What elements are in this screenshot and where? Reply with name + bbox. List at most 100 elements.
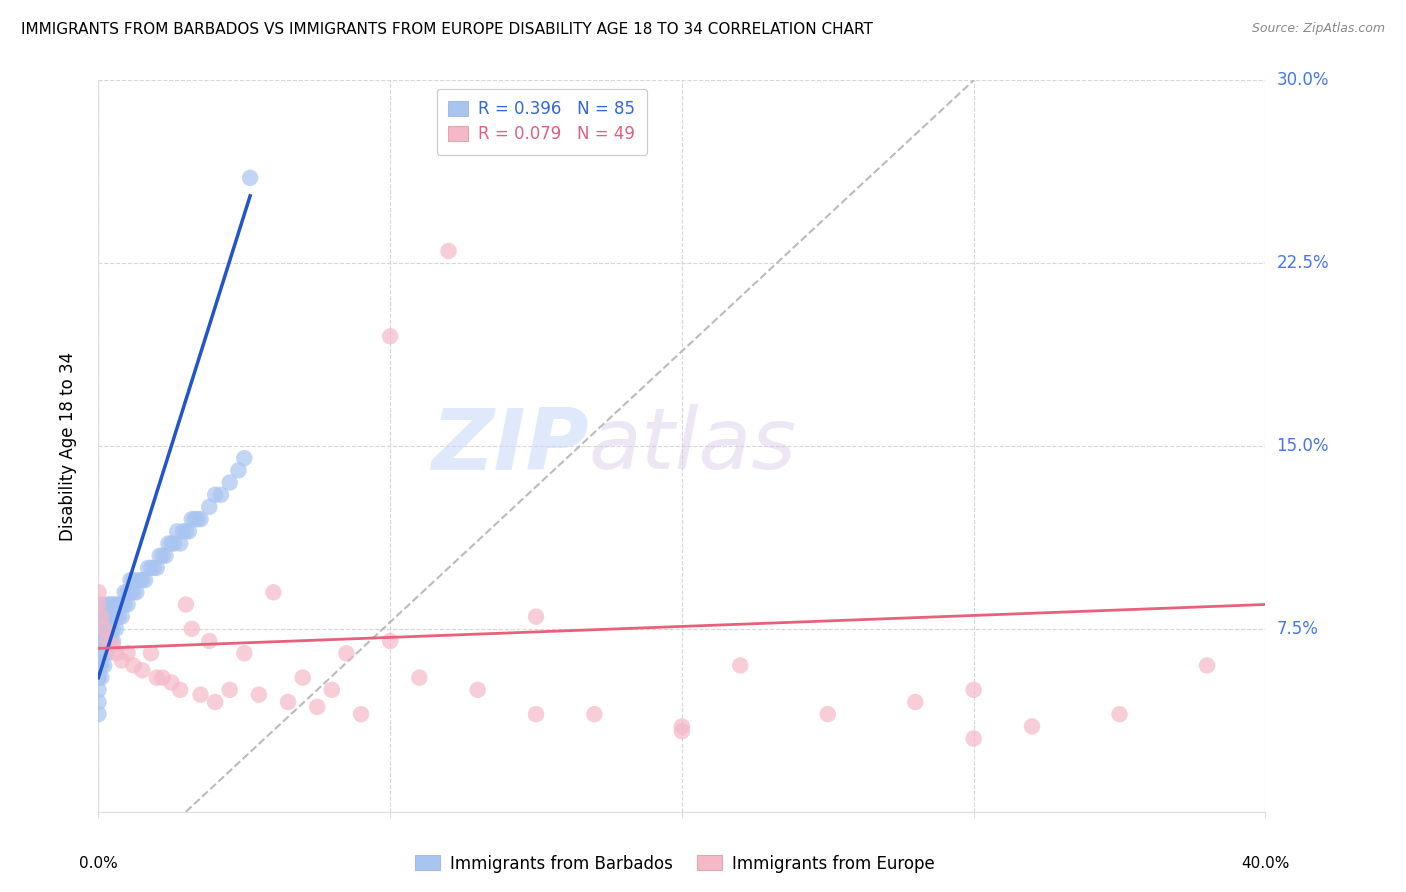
- Point: [239, 170, 262, 185]
- Point: [117, 585, 139, 599]
- Point: [96, 634, 118, 648]
- Legend: Immigrants from Barbados, Immigrants from Europe: Immigrants from Barbados, Immigrants fro…: [408, 848, 942, 880]
- Point: [190, 512, 212, 526]
- Point: [98, 598, 121, 612]
- Point: [1021, 719, 1043, 733]
- Point: [101, 634, 124, 648]
- Point: [233, 451, 256, 466]
- Point: [1195, 658, 1218, 673]
- Point: [467, 682, 489, 697]
- Point: [183, 512, 205, 526]
- Point: [87, 622, 110, 636]
- Point: [104, 609, 127, 624]
- Point: [87, 622, 110, 636]
- Point: [152, 549, 174, 563]
- Y-axis label: Disability Age 18 to 34: Disability Age 18 to 34: [59, 351, 77, 541]
- Point: [152, 671, 174, 685]
- Point: [111, 654, 134, 668]
- Point: [87, 682, 110, 697]
- Point: [93, 646, 115, 660]
- Point: [87, 609, 110, 624]
- Point: [93, 622, 115, 636]
- Point: [101, 598, 124, 612]
- Point: [122, 573, 145, 587]
- Legend: R = 0.396   N = 85, R = 0.079   N = 49: R = 0.396 N = 85, R = 0.079 N = 49: [437, 88, 647, 154]
- Point: [262, 585, 284, 599]
- Point: [114, 598, 136, 612]
- Point: [160, 675, 183, 690]
- Point: [209, 488, 232, 502]
- Point: [174, 598, 197, 612]
- Point: [90, 609, 112, 624]
- Point: [104, 646, 127, 660]
- Point: [90, 634, 112, 648]
- Point: [93, 658, 115, 673]
- Point: [131, 573, 153, 587]
- Point: [104, 598, 127, 612]
- Text: atlas: atlas: [589, 404, 797, 488]
- Point: [228, 463, 250, 477]
- Point: [96, 598, 118, 612]
- Point: [96, 622, 118, 636]
- Point: [233, 646, 256, 660]
- Point: [87, 634, 110, 648]
- Point: [117, 598, 139, 612]
- Point: [120, 585, 142, 599]
- Text: 40.0%: 40.0%: [1241, 855, 1289, 871]
- Point: [96, 609, 118, 624]
- Point: [87, 658, 110, 673]
- Point: [90, 622, 112, 636]
- Point: [671, 719, 693, 733]
- Point: [583, 707, 606, 722]
- Point: [962, 682, 984, 697]
- Point: [335, 646, 357, 660]
- Point: [98, 634, 121, 648]
- Point: [218, 475, 240, 490]
- Point: [114, 585, 136, 599]
- Point: [1108, 707, 1130, 722]
- Point: [160, 536, 183, 550]
- Text: 30.0%: 30.0%: [1277, 71, 1329, 89]
- Point: [108, 598, 131, 612]
- Point: [134, 573, 156, 587]
- Point: [187, 512, 209, 526]
- Point: [87, 585, 110, 599]
- Point: [87, 671, 110, 685]
- Point: [169, 682, 191, 697]
- Point: [321, 682, 343, 697]
- Point: [87, 707, 110, 722]
- Point: [96, 646, 118, 660]
- Point: [87, 658, 110, 673]
- Point: [524, 707, 547, 722]
- Point: [108, 609, 131, 624]
- Point: [90, 598, 112, 612]
- Point: [139, 646, 162, 660]
- Point: [90, 671, 112, 685]
- Point: [142, 561, 165, 575]
- Point: [277, 695, 299, 709]
- Point: [131, 663, 153, 677]
- Point: [728, 658, 751, 673]
- Point: [87, 646, 110, 660]
- Point: [149, 549, 172, 563]
- Point: [98, 622, 121, 636]
- Point: [90, 658, 112, 673]
- Point: [125, 585, 148, 599]
- Point: [408, 671, 430, 685]
- Point: [247, 688, 270, 702]
- Point: [172, 524, 194, 539]
- Point: [101, 622, 124, 636]
- Point: [198, 500, 221, 514]
- Point: [155, 549, 177, 563]
- Text: 7.5%: 7.5%: [1277, 620, 1319, 638]
- Point: [111, 598, 134, 612]
- Point: [87, 598, 110, 612]
- Point: [198, 634, 221, 648]
- Point: [671, 724, 693, 739]
- Point: [378, 634, 402, 648]
- Text: Source: ZipAtlas.com: Source: ZipAtlas.com: [1251, 22, 1385, 36]
- Point: [101, 609, 124, 624]
- Point: [163, 536, 186, 550]
- Point: [90, 609, 112, 624]
- Point: [111, 609, 134, 624]
